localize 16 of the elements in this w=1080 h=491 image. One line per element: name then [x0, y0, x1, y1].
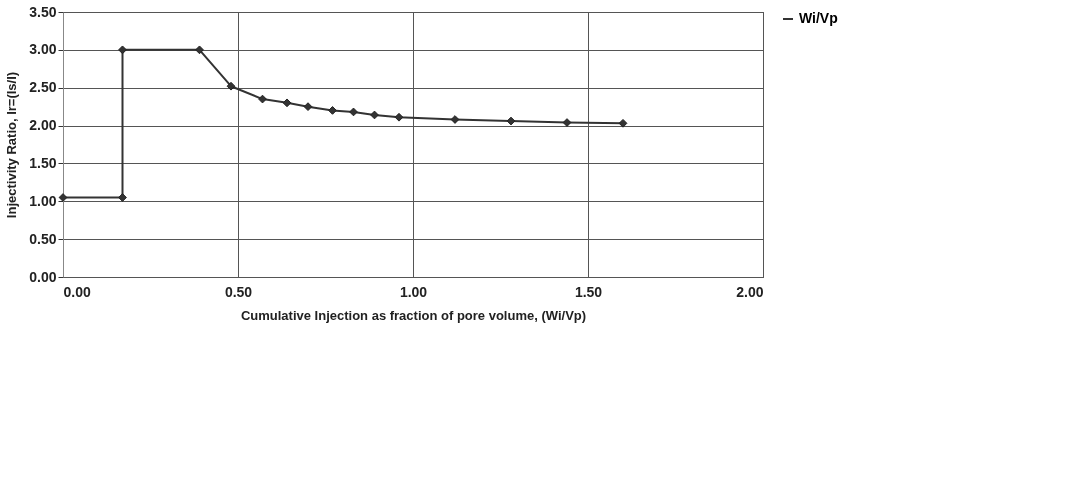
- legend-label: Wi/Vp: [799, 10, 838, 26]
- x-tick-label: 0.50: [224, 283, 253, 300]
- x-tick-label: 0.00: [63, 283, 91, 300]
- y-tick-label: 2.50: [29, 79, 57, 96]
- y-tick-label: 0.00: [29, 268, 57, 285]
- y-tick-label: 1.00: [29, 192, 57, 209]
- y-tick-label: 0.50: [29, 230, 57, 247]
- x-tick-label: 1.00: [399, 283, 428, 300]
- x-tick-label: 2.00: [736, 283, 764, 300]
- y-tick-label: 3.50: [29, 3, 57, 20]
- x-tick-label: 1.50: [574, 283, 603, 300]
- y-tick-label: 3.00: [29, 41, 57, 58]
- y-tick-label: 2.00: [29, 117, 57, 134]
- y-axis-title: Injectivity Ratio, Ir=(Is/I): [4, 71, 20, 219]
- y-tick-label: 1.50: [29, 154, 57, 171]
- x-axis-title: Cumulative Injection as fraction of pore volume, (Wi/Vp): [240, 307, 587, 323]
